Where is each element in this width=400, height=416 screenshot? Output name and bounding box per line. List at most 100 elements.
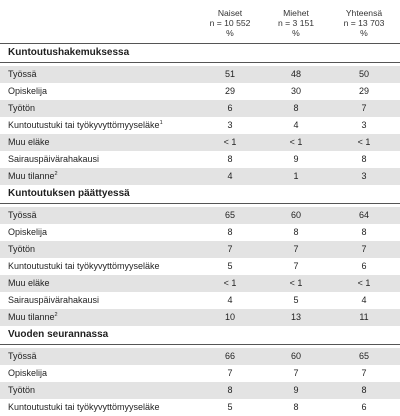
row-label-text: Työtön	[8, 385, 36, 395]
cell-value: 7	[361, 368, 367, 378]
row-label-text: Työssä	[8, 210, 37, 220]
row-label-text: Kuntoutustuki tai työkyvyttömyyseläke	[8, 120, 160, 130]
row-label-text: Työssä	[8, 351, 37, 361]
cell-value: 8	[361, 385, 367, 395]
cell-value: 60	[290, 351, 301, 361]
cell-value: 7	[293, 368, 299, 378]
cell-value: 3	[361, 120, 367, 130]
section: Kuntoutuksen päättyessä Työssä 65 60 64 Opisk…	[0, 185, 400, 326]
cell-value: 8	[227, 154, 233, 164]
column-label: Yhteensä	[345, 8, 383, 18]
cell-value: 64	[358, 210, 369, 220]
row-label: Kuntoutustuki tai työkyvyttömyyseläke	[8, 399, 160, 416]
cell-value: 29	[358, 86, 369, 96]
cell-value: 3	[227, 120, 233, 130]
cell-value: 5	[293, 295, 299, 305]
column-unit: %	[360, 28, 368, 38]
row-label: Opiskelija	[8, 83, 47, 100]
section: Vuoden seurannassa Työssä 66 60 65 Opiskelija…	[0, 326, 400, 416]
cell-value: 8	[293, 103, 299, 113]
row-label: Muu tilanne2	[8, 168, 58, 185]
cell-value: 60	[290, 210, 301, 220]
cell-value: 7	[293, 261, 299, 271]
table-row: Työssä 51 48 50	[0, 66, 400, 83]
column-label: Miehet	[283, 8, 309, 18]
cell-value: 4	[227, 171, 233, 181]
footnote-marker: 2	[54, 171, 58, 177]
row-label-text: Kuntoutustuki tai työkyvyttömyyseläke	[8, 402, 160, 412]
cell-value: 5	[227, 402, 233, 412]
row-label: Kuntoutustuki tai työkyvyttömyyseläke1	[8, 117, 163, 134]
section: Kuntoutushakemuksessa Työssä 51 48 50 Opiskel…	[0, 44, 400, 185]
table-row: Kuntoutustuki tai työkyvyttömyyseläke 5 8 6	[0, 399, 400, 416]
cell-value: < 1	[223, 137, 237, 147]
cell-value: 7	[227, 244, 233, 254]
cell-value: 8	[293, 227, 299, 237]
row-label: Sairauspäivärahakausi	[8, 292, 99, 309]
column-n: n = 13 703	[343, 18, 385, 28]
cell-value: 8	[227, 227, 233, 237]
cell-value: 8	[361, 154, 367, 164]
footnote-marker: 1	[159, 120, 163, 126]
cell-value: < 1	[289, 137, 303, 147]
column-unit: %	[226, 28, 234, 38]
row-label: Opiskelija	[8, 224, 47, 241]
cell-value: 48	[290, 69, 301, 79]
cell-value: < 1	[223, 278, 237, 288]
row-label-text: Opiskelija	[8, 227, 48, 237]
table-row: Muu eläke < 1 < 1 < 1	[0, 134, 400, 151]
cell-value: 4	[227, 295, 233, 305]
row-label: Muu eläke	[8, 134, 50, 151]
row-label: Työssä	[8, 348, 37, 365]
cell-value: 51	[224, 69, 235, 79]
cell-value: 30	[290, 86, 301, 96]
row-label-text: Sairauspäivärahakausi	[8, 154, 100, 164]
cell-value: 6	[361, 402, 367, 412]
column-unit: %	[292, 28, 300, 38]
cell-value: 11	[359, 312, 369, 322]
table-row: Työtön 7 7 7	[0, 241, 400, 258]
column-label: Naiset	[217, 8, 243, 18]
table-body: Kuntoutushakemuksessa Työssä 51 48 50 Opiskel…	[0, 44, 400, 416]
cell-value: 7	[361, 244, 367, 254]
column-header-miehet: Miehet n = 3 151 %	[266, 8, 326, 38]
cell-value: 9	[293, 385, 299, 395]
row-label: Muu tilanne2	[8, 309, 58, 326]
table-row: Työssä 65 60 64	[0, 207, 400, 224]
cell-value: 66	[224, 351, 235, 361]
column-header-naiset: Naiset n = 10 552 %	[200, 8, 260, 38]
cell-value: 5	[227, 261, 233, 271]
table-row: Muu eläke < 1 < 1 < 1	[0, 275, 400, 292]
cell-value: 13	[290, 312, 301, 322]
cell-value: 6	[227, 103, 233, 113]
row-label: Muu eläke	[8, 275, 50, 292]
cell-value: 65	[224, 210, 235, 220]
cell-value: 10	[224, 312, 235, 322]
row-label: Opiskelija	[8, 365, 47, 382]
cell-value: 4	[361, 295, 367, 305]
row-label-text: Muu tilanne	[8, 312, 55, 322]
cell-value: 7	[293, 244, 299, 254]
row-label: Työssä	[8, 207, 37, 224]
row-label: Kuntoutustuki tai työkyvyttömyyseläke	[8, 258, 160, 275]
row-label-text: Sairauspäivärahakausi	[8, 295, 100, 305]
row-label: Sairauspäivärahakausi	[8, 151, 99, 168]
cell-value: 8	[227, 385, 233, 395]
cell-value: < 1	[357, 137, 371, 147]
row-label-text: Muu eläke	[8, 278, 50, 288]
cell-value: 50	[358, 69, 369, 79]
cell-value: 6	[361, 261, 367, 271]
table-row: Kuntoutustuki tai työkyvyttömyyseläke 5 7 6	[0, 258, 400, 275]
cell-value: 8	[293, 402, 299, 412]
table-row: Opiskelija 29 30 29	[0, 83, 400, 100]
column-header-yhteensa: Yhteensä n = 13 703 %	[333, 8, 395, 38]
table-row: Sairauspäivärahakausi 8 9 8	[0, 151, 400, 168]
row-label-text: Työtön	[8, 103, 36, 113]
table-row: Kuntoutustuki tai työkyvyttömyyseläke1 3 4…	[0, 117, 400, 134]
row-label-text: Työssä	[8, 69, 37, 79]
table-header: Naiset n = 10 552 % Miehet n = 3 151 % Y…	[0, 0, 400, 44]
cell-value: 29	[224, 86, 235, 96]
cell-value: 65	[358, 351, 369, 361]
section-title: Kuntoutushakemuksessa	[0, 44, 400, 63]
